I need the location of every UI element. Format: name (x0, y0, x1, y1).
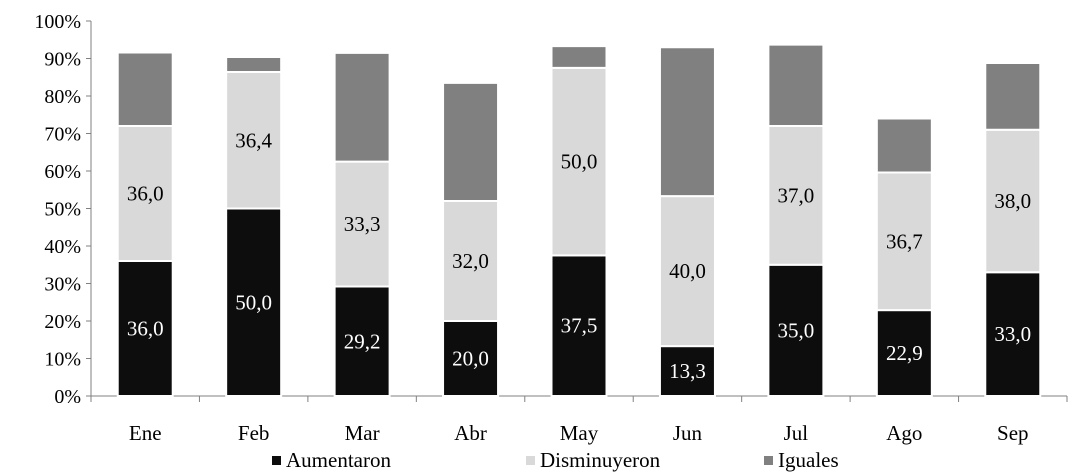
bar-aumentaron-jun (658, 345, 716, 397)
x-tick-label: Jul (784, 421, 809, 445)
bar-aumentaron-abr (442, 320, 500, 397)
y-tick-label: 100% (34, 11, 81, 33)
legend-label: Disminuyeron (540, 448, 661, 472)
legend-swatch-iguales (764, 456, 773, 465)
bar-aumentaron-sep (984, 271, 1042, 397)
x-tick-label: Jun (673, 421, 703, 445)
x-tick-label: Ago (886, 421, 922, 445)
bar-iguales-feb (225, 56, 283, 73)
bar-disminuyeron-feb (225, 71, 283, 210)
legend: Aumentaron Disminuyeron Iguales (272, 448, 839, 472)
data-label: 36,0 (127, 182, 164, 206)
data-label: 35,0 (778, 318, 815, 342)
y-tick-label: 50% (44, 199, 81, 221)
y-tick-label: 80% (44, 86, 81, 108)
y-tick-label: 40% (44, 236, 81, 258)
data-label: 29,2 (344, 329, 381, 353)
bar-aumentaron-may (550, 254, 608, 397)
data-label: 37,5 (561, 314, 598, 338)
y-tick-label: 10% (44, 349, 81, 371)
data-label: 36,7 (886, 229, 923, 253)
data-label: 20,0 (452, 347, 489, 371)
bar-aumentaron-ago (875, 309, 933, 397)
y-tick-label: 20% (44, 311, 81, 333)
bar-aumentaron-mar (333, 285, 391, 397)
data-label: 32,0 (452, 249, 489, 273)
x-tick-label: Sep (997, 421, 1029, 445)
legend-swatch-aumentaron (272, 456, 281, 465)
data-label: 13,3 (669, 359, 706, 383)
y-tick-label: 60% (44, 161, 81, 183)
data-label: 33,0 (994, 322, 1031, 346)
data-label: 22,9 (886, 341, 923, 365)
bar-iguales-jun (658, 46, 716, 198)
x-axis: Ene Feb Mar Abr May Jun Jul Ago Sep (90, 395, 1068, 445)
x-tick-label: Mar (345, 421, 380, 445)
bar-iguales-abr (442, 81, 500, 202)
legend-label: Iguales (778, 448, 839, 472)
bar-iguales-ago (875, 117, 933, 174)
bar-iguales-jul (767, 43, 825, 127)
bar-iguales-may (550, 45, 608, 69)
bar-disminuyeron-jul (767, 125, 825, 266)
bar-disminuyeron-mar (333, 160, 391, 288)
bar-disminuyeron-ene (116, 125, 174, 262)
y-axis: 0% 10% 20% 30% 40% 50% 60% 70% 80% 90% 100% (34, 11, 92, 408)
bar-aumentaron-ene (116, 260, 174, 397)
y-tick-label: 90% (44, 49, 81, 71)
data-label: 33,3 (344, 212, 381, 236)
legend-label: Aumentaron (286, 448, 391, 472)
x-tick-label: May (560, 421, 599, 445)
data-label: 40,0 (669, 259, 706, 283)
bars (116, 43, 1042, 397)
data-label: 50,0 (235, 290, 272, 314)
data-label: 37,0 (778, 183, 815, 207)
data-label: 36,0 (127, 317, 164, 341)
x-tick-label: Abr (454, 421, 487, 445)
bar-iguales-ene (116, 51, 174, 127)
data-labels: 36,0 36,0 50,0 36,4 29,2 33,3 20,0 32,0 37,5 50,0… (127, 128, 1031, 383)
data-label: 38,0 (994, 189, 1031, 213)
legend-swatch-disminuyeron (526, 456, 535, 465)
bar-disminuyeron-abr (442, 200, 500, 322)
bar-disminuyeron-may (550, 66, 608, 257)
y-tick-label: 70% (44, 124, 81, 146)
bar-iguales-sep (984, 62, 1042, 131)
y-tick-label: 30% (44, 274, 81, 296)
bar-aumentaron-feb (225, 207, 283, 397)
y-tick-label: 0% (54, 386, 81, 408)
data-label: 36,4 (235, 128, 272, 152)
x-tick-label: Feb (238, 421, 270, 445)
bar-iguales-mar (333, 51, 391, 163)
data-label: 50,0 (561, 150, 598, 174)
x-tick-label: Ene (129, 421, 162, 445)
